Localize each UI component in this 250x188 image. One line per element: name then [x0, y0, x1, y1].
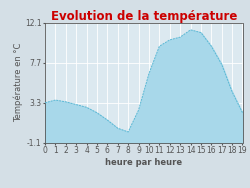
Y-axis label: Température en °C: Température en °C: [14, 43, 24, 122]
X-axis label: heure par heure: heure par heure: [105, 158, 182, 167]
Title: Evolution de la température: Evolution de la température: [50, 10, 237, 23]
